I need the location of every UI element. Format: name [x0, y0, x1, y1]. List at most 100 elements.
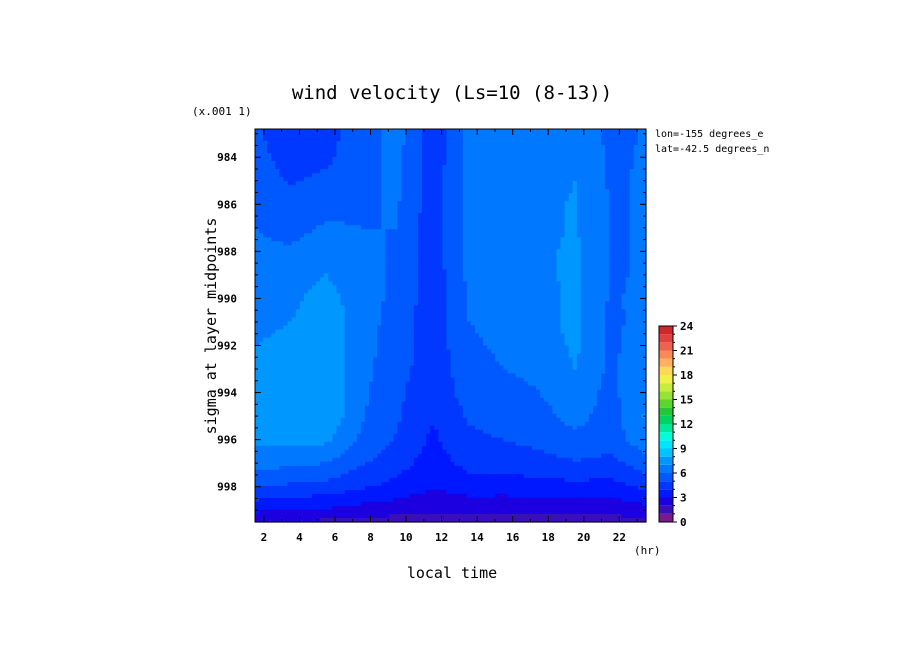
field-cell — [430, 257, 435, 262]
field-cell — [483, 297, 488, 303]
field-cell — [474, 181, 480, 186]
field-cell — [572, 133, 578, 138]
field-cell — [438, 233, 443, 238]
field-cell — [275, 293, 281, 299]
field-cell — [466, 165, 472, 170]
field-cell — [601, 157, 606, 162]
field-cell — [438, 169, 443, 174]
field-cell — [527, 309, 533, 315]
field-cell — [625, 321, 631, 327]
field-cell — [572, 153, 578, 158]
field-cell — [332, 277, 338, 282]
field-cell — [360, 305, 366, 311]
field-cell — [316, 145, 321, 150]
field-cell — [637, 293, 643, 299]
field-cell — [385, 321, 390, 327]
field-cell — [450, 129, 456, 134]
field-cell — [564, 193, 570, 198]
field-cell — [316, 177, 321, 182]
field-cell — [540, 329, 545, 335]
field-cell — [458, 169, 464, 174]
field-cell — [255, 209, 260, 214]
field-cell — [588, 129, 594, 134]
field-cell — [629, 257, 635, 262]
field-cell — [385, 141, 390, 146]
field-cell — [593, 173, 598, 178]
field-cell — [336, 137, 342, 142]
field-cell — [588, 321, 594, 327]
field-cell — [279, 277, 285, 282]
field-cell — [356, 217, 362, 222]
field-cell — [283, 269, 289, 274]
field-cell — [352, 185, 358, 190]
field-cell — [385, 333, 390, 339]
field-cell — [389, 329, 395, 335]
field-cell — [409, 145, 415, 150]
field-cell — [552, 293, 557, 299]
field-cell — [360, 137, 366, 142]
field-cell — [377, 129, 382, 134]
field-cell — [356, 209, 362, 214]
field-cell — [421, 177, 427, 182]
field-cell — [511, 273, 517, 278]
field-cell — [263, 281, 268, 286]
field-cell — [344, 329, 350, 335]
field-cell — [348, 185, 354, 190]
field-cell — [279, 221, 285, 226]
field-cell — [434, 189, 439, 194]
field-cell — [336, 161, 342, 166]
field-cell — [536, 129, 541, 134]
field-cell — [597, 153, 602, 158]
field-cell — [344, 149, 350, 154]
field-cell — [369, 265, 374, 270]
field-cell — [483, 217, 488, 222]
field-cell — [409, 173, 415, 178]
field-cell — [625, 181, 631, 186]
field-cell — [593, 321, 598, 327]
field-cell — [491, 241, 496, 246]
field-cell — [417, 225, 423, 230]
field-cell — [515, 197, 521, 202]
field-cell — [450, 173, 456, 178]
field-cell — [438, 133, 443, 138]
field-cell — [544, 313, 549, 319]
field-cell — [271, 277, 276, 282]
field-cell — [470, 233, 476, 238]
field-cell — [495, 149, 500, 154]
field-cell — [548, 225, 553, 230]
field-cell — [536, 197, 541, 202]
field-cell — [312, 225, 317, 230]
field-cell — [352, 241, 358, 246]
field-cell — [312, 137, 317, 142]
field-cell — [340, 325, 346, 331]
field-cell — [584, 321, 590, 327]
field-cell — [556, 177, 562, 182]
field-cell — [540, 229, 545, 234]
field-cell — [499, 241, 505, 246]
field-cell — [499, 257, 505, 262]
field-cell — [617, 245, 623, 250]
field-cell — [348, 329, 354, 335]
field-cell — [401, 269, 407, 274]
field-cell — [454, 333, 460, 339]
field-cell — [593, 333, 598, 339]
field-cell — [434, 245, 439, 250]
field-cell — [397, 281, 403, 286]
field-cell — [625, 301, 631, 307]
field-cell — [544, 181, 549, 186]
field-cell — [316, 253, 321, 258]
field-cell — [324, 233, 329, 238]
field-cell — [568, 325, 574, 331]
field-cell — [316, 317, 321, 323]
field-cell — [564, 217, 570, 222]
field-cell — [283, 189, 289, 194]
field-cell — [511, 205, 517, 210]
field-cell — [393, 273, 399, 278]
field-cell — [401, 221, 407, 226]
field-cell — [356, 129, 362, 134]
field-cell — [629, 309, 635, 315]
field-cell — [544, 265, 549, 270]
field-cell — [287, 297, 293, 303]
field-cell — [548, 221, 553, 226]
field-cell — [454, 329, 460, 335]
